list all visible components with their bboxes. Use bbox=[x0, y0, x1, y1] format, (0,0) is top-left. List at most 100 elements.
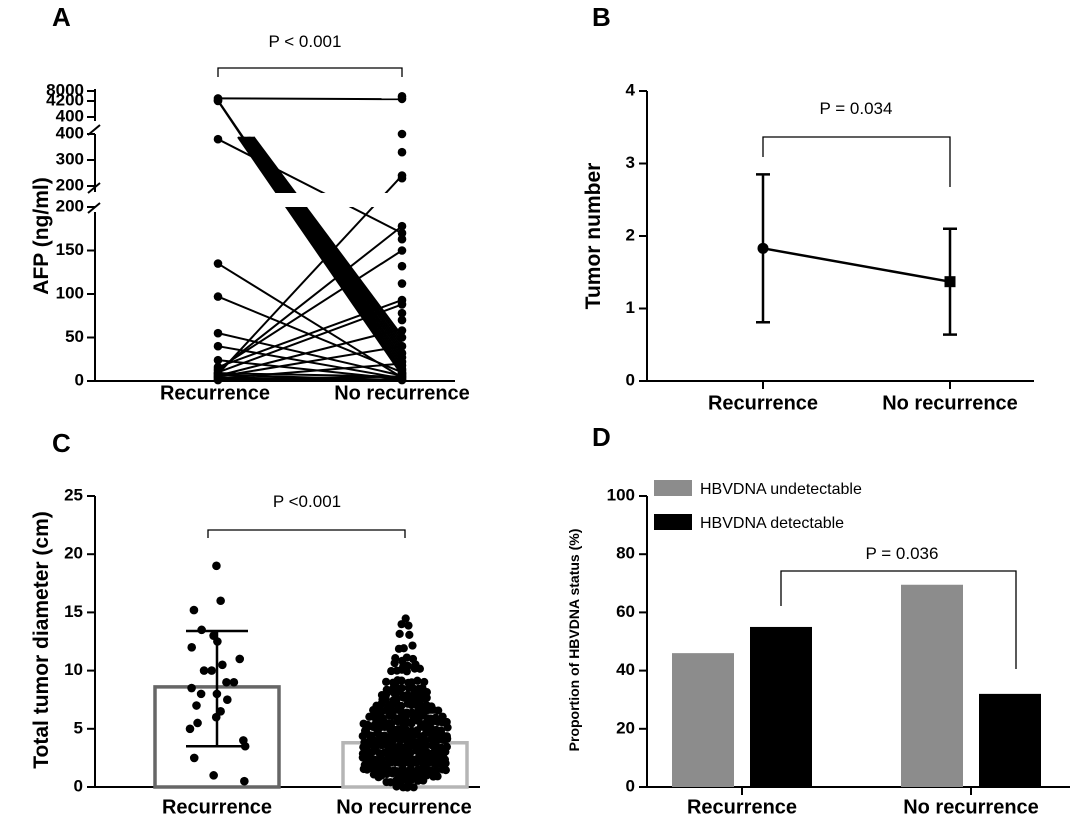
panel-a-ytick-label-7: 400 bbox=[56, 123, 84, 142]
panel-a-ytick-label-10: 8000 bbox=[46, 80, 84, 99]
panel-c-error-bars bbox=[186, 629, 436, 775]
panel-b-pvalue: P = 0.034 bbox=[820, 99, 893, 118]
panel-c-point-no-recurrence bbox=[397, 676, 406, 685]
panel-c-point-recurrence bbox=[193, 718, 202, 728]
panel-a-bundle-line-9 bbox=[247, 136, 403, 349]
panel-a-bundle-line-13 bbox=[252, 136, 403, 337]
panel-c-point-recurrence bbox=[212, 561, 221, 571]
panel-c-point-recurrence bbox=[209, 771, 218, 780]
panel-c-pvalue: P <0.001 bbox=[273, 492, 341, 511]
panel-a-point-no-recurrence bbox=[397, 261, 407, 271]
panel-c-ytick-label-3: 15 bbox=[64, 602, 83, 621]
panel-a-point-no-recurrence bbox=[397, 246, 407, 255]
panel-c-point-no-recurrence bbox=[441, 747, 450, 756]
panel-a-point-no-recurrence bbox=[397, 348, 407, 358]
panel-a-ytick-label-0: 0 bbox=[75, 370, 84, 389]
panel-b-significance-bracket bbox=[762, 136, 951, 187]
panel-c-point-no-recurrence bbox=[405, 630, 414, 639]
panel-a-ytick-label-8: 400 bbox=[56, 106, 84, 125]
panel-d-ytick-label-5: 100 bbox=[607, 485, 635, 504]
panel-a-cat-recurrence: Recurrence bbox=[160, 383, 270, 405]
panel-c-point-no-recurrence bbox=[441, 766, 450, 775]
panel-b-cat-recurrence: Recurrence bbox=[708, 393, 818, 415]
panel-a-ytick-label-9: 4200 bbox=[46, 90, 84, 109]
panel-a-point-no-recurrence bbox=[397, 308, 407, 318]
panel-c-point-recurrence bbox=[240, 776, 249, 786]
panel-d-significance-bracket bbox=[780, 570, 1017, 669]
panel-c-point-recurrence bbox=[189, 605, 199, 615]
panel-c-point-no-recurrence bbox=[407, 775, 416, 784]
panel-c-tumor-diameter-chart: Total tumor diameter (cm) 0 5 10 15 20 25 Rec… bbox=[30, 485, 480, 819]
panel-a-point-no-recurrence bbox=[397, 91, 407, 101]
panel-b-mean-marker-recurrence bbox=[757, 242, 769, 254]
panel-a-pair-line-0 bbox=[217, 97, 403, 101]
panel-a-ytick-label-4: 200 bbox=[56, 196, 84, 215]
panel-a-bundle-line-11 bbox=[250, 136, 403, 343]
panel-c-point-no-recurrence bbox=[392, 782, 401, 791]
panel-a-point-no-recurrence bbox=[397, 279, 407, 288]
panel-c-point-no-recurrence bbox=[382, 677, 391, 686]
panel-c-ytick-label-1: 5 bbox=[74, 718, 83, 737]
panel-a-point-recurrence bbox=[213, 355, 223, 365]
panel-c-point-no-recurrence bbox=[434, 706, 443, 715]
panel-c-point-recurrence bbox=[223, 695, 232, 704]
panel-a-pair-line-13 bbox=[217, 372, 403, 378]
panel-c-point-no-recurrence bbox=[443, 734, 452, 743]
panel-a-pair-line-10 bbox=[217, 249, 403, 370]
panel-a-point-no-recurrence bbox=[397, 295, 407, 305]
panel-a-cat-no-recurrence: No recurrence bbox=[334, 383, 470, 405]
panel-a-significance-bracket bbox=[217, 67, 403, 77]
panel-c-point-no-recurrence bbox=[403, 783, 412, 792]
panel-a-pair-line-20 bbox=[217, 375, 403, 381]
panel-a-bundle-line-5 bbox=[243, 136, 403, 361]
legend-label-detectable: HBVDNA detectable bbox=[700, 515, 844, 532]
panel-b-marks bbox=[756, 173, 957, 336]
panel-a-bundle-line-6 bbox=[244, 136, 403, 358]
panel-a-points bbox=[213, 91, 407, 385]
panel-letter-b: B bbox=[592, 2, 611, 32]
panel-b-ytick-label-4: 4 bbox=[626, 80, 636, 99]
panel-b-ylabel: Tumor number bbox=[582, 163, 605, 310]
panel-c-point-recurrence bbox=[189, 753, 199, 763]
panel-c-point-no-recurrence bbox=[407, 719, 416, 728]
panel-b-ytick-label-3: 3 bbox=[626, 153, 635, 172]
panel-d-ylabel: Proportion of HBVDNA status (%) bbox=[566, 529, 582, 752]
panel-letter-d: D bbox=[592, 422, 611, 452]
panel-c-ytick-label-4: 20 bbox=[64, 544, 83, 563]
panel-a-pair-line-11 bbox=[217, 225, 403, 372]
panel-c-point-recurrence bbox=[235, 654, 245, 664]
panel-c-ytick-label-5: 25 bbox=[64, 485, 83, 504]
panel-c-point-no-recurrence bbox=[408, 641, 417, 650]
panel-b-mean-marker-no-recurrence bbox=[944, 276, 956, 288]
panel-c-point-no-recurrence bbox=[390, 659, 399, 668]
panel-c-point-no-recurrence bbox=[413, 676, 422, 685]
panel-letter-c: C bbox=[52, 428, 71, 458]
panel-c-point-recurrence bbox=[187, 643, 197, 652]
panel-c-point-no-recurrence bbox=[399, 644, 408, 653]
panel-c-points bbox=[185, 561, 452, 792]
panel-a-pair-line-4 bbox=[217, 262, 403, 379]
panel-c-point-recurrence bbox=[222, 677, 231, 687]
panel-c-point-no-recurrence bbox=[404, 621, 413, 630]
panel-c-point-recurrence bbox=[192, 701, 201, 710]
panel-a-pair-line-16 bbox=[217, 327, 403, 377]
panel-d-cat-no-recurrence: No recurrence bbox=[903, 797, 1039, 819]
panel-a-bundle-line-12 bbox=[251, 136, 403, 340]
panel-a-bundle-line-8 bbox=[246, 136, 403, 352]
panel-d-bars bbox=[672, 584, 1041, 787]
panel-b-tumor-number-chart: Tumor number 0 1 2 3 4 Recurrence No recurre… bbox=[582, 80, 1034, 415]
panel-c-point-no-recurrence bbox=[409, 783, 418, 792]
panel-a-pvalue: P < 0.001 bbox=[269, 32, 342, 51]
panel-b-ytick-label-2: 2 bbox=[626, 225, 635, 244]
panel-d-cat-recurrence: Recurrence bbox=[687, 797, 797, 819]
panel-c-ytick-label-2: 10 bbox=[64, 660, 83, 679]
legend-swatch-detectable bbox=[654, 514, 692, 530]
panel-c-ylabel: Total tumor diameter (cm) bbox=[30, 511, 53, 768]
panel-c-point-recurrence bbox=[196, 689, 206, 699]
panel-c-point-no-recurrence bbox=[377, 699, 386, 708]
panel-a-axis-break-1 bbox=[87, 182, 101, 194]
panel-c-point-no-recurrence bbox=[402, 653, 411, 662]
panel-c-point-recurrence bbox=[218, 660, 227, 670]
